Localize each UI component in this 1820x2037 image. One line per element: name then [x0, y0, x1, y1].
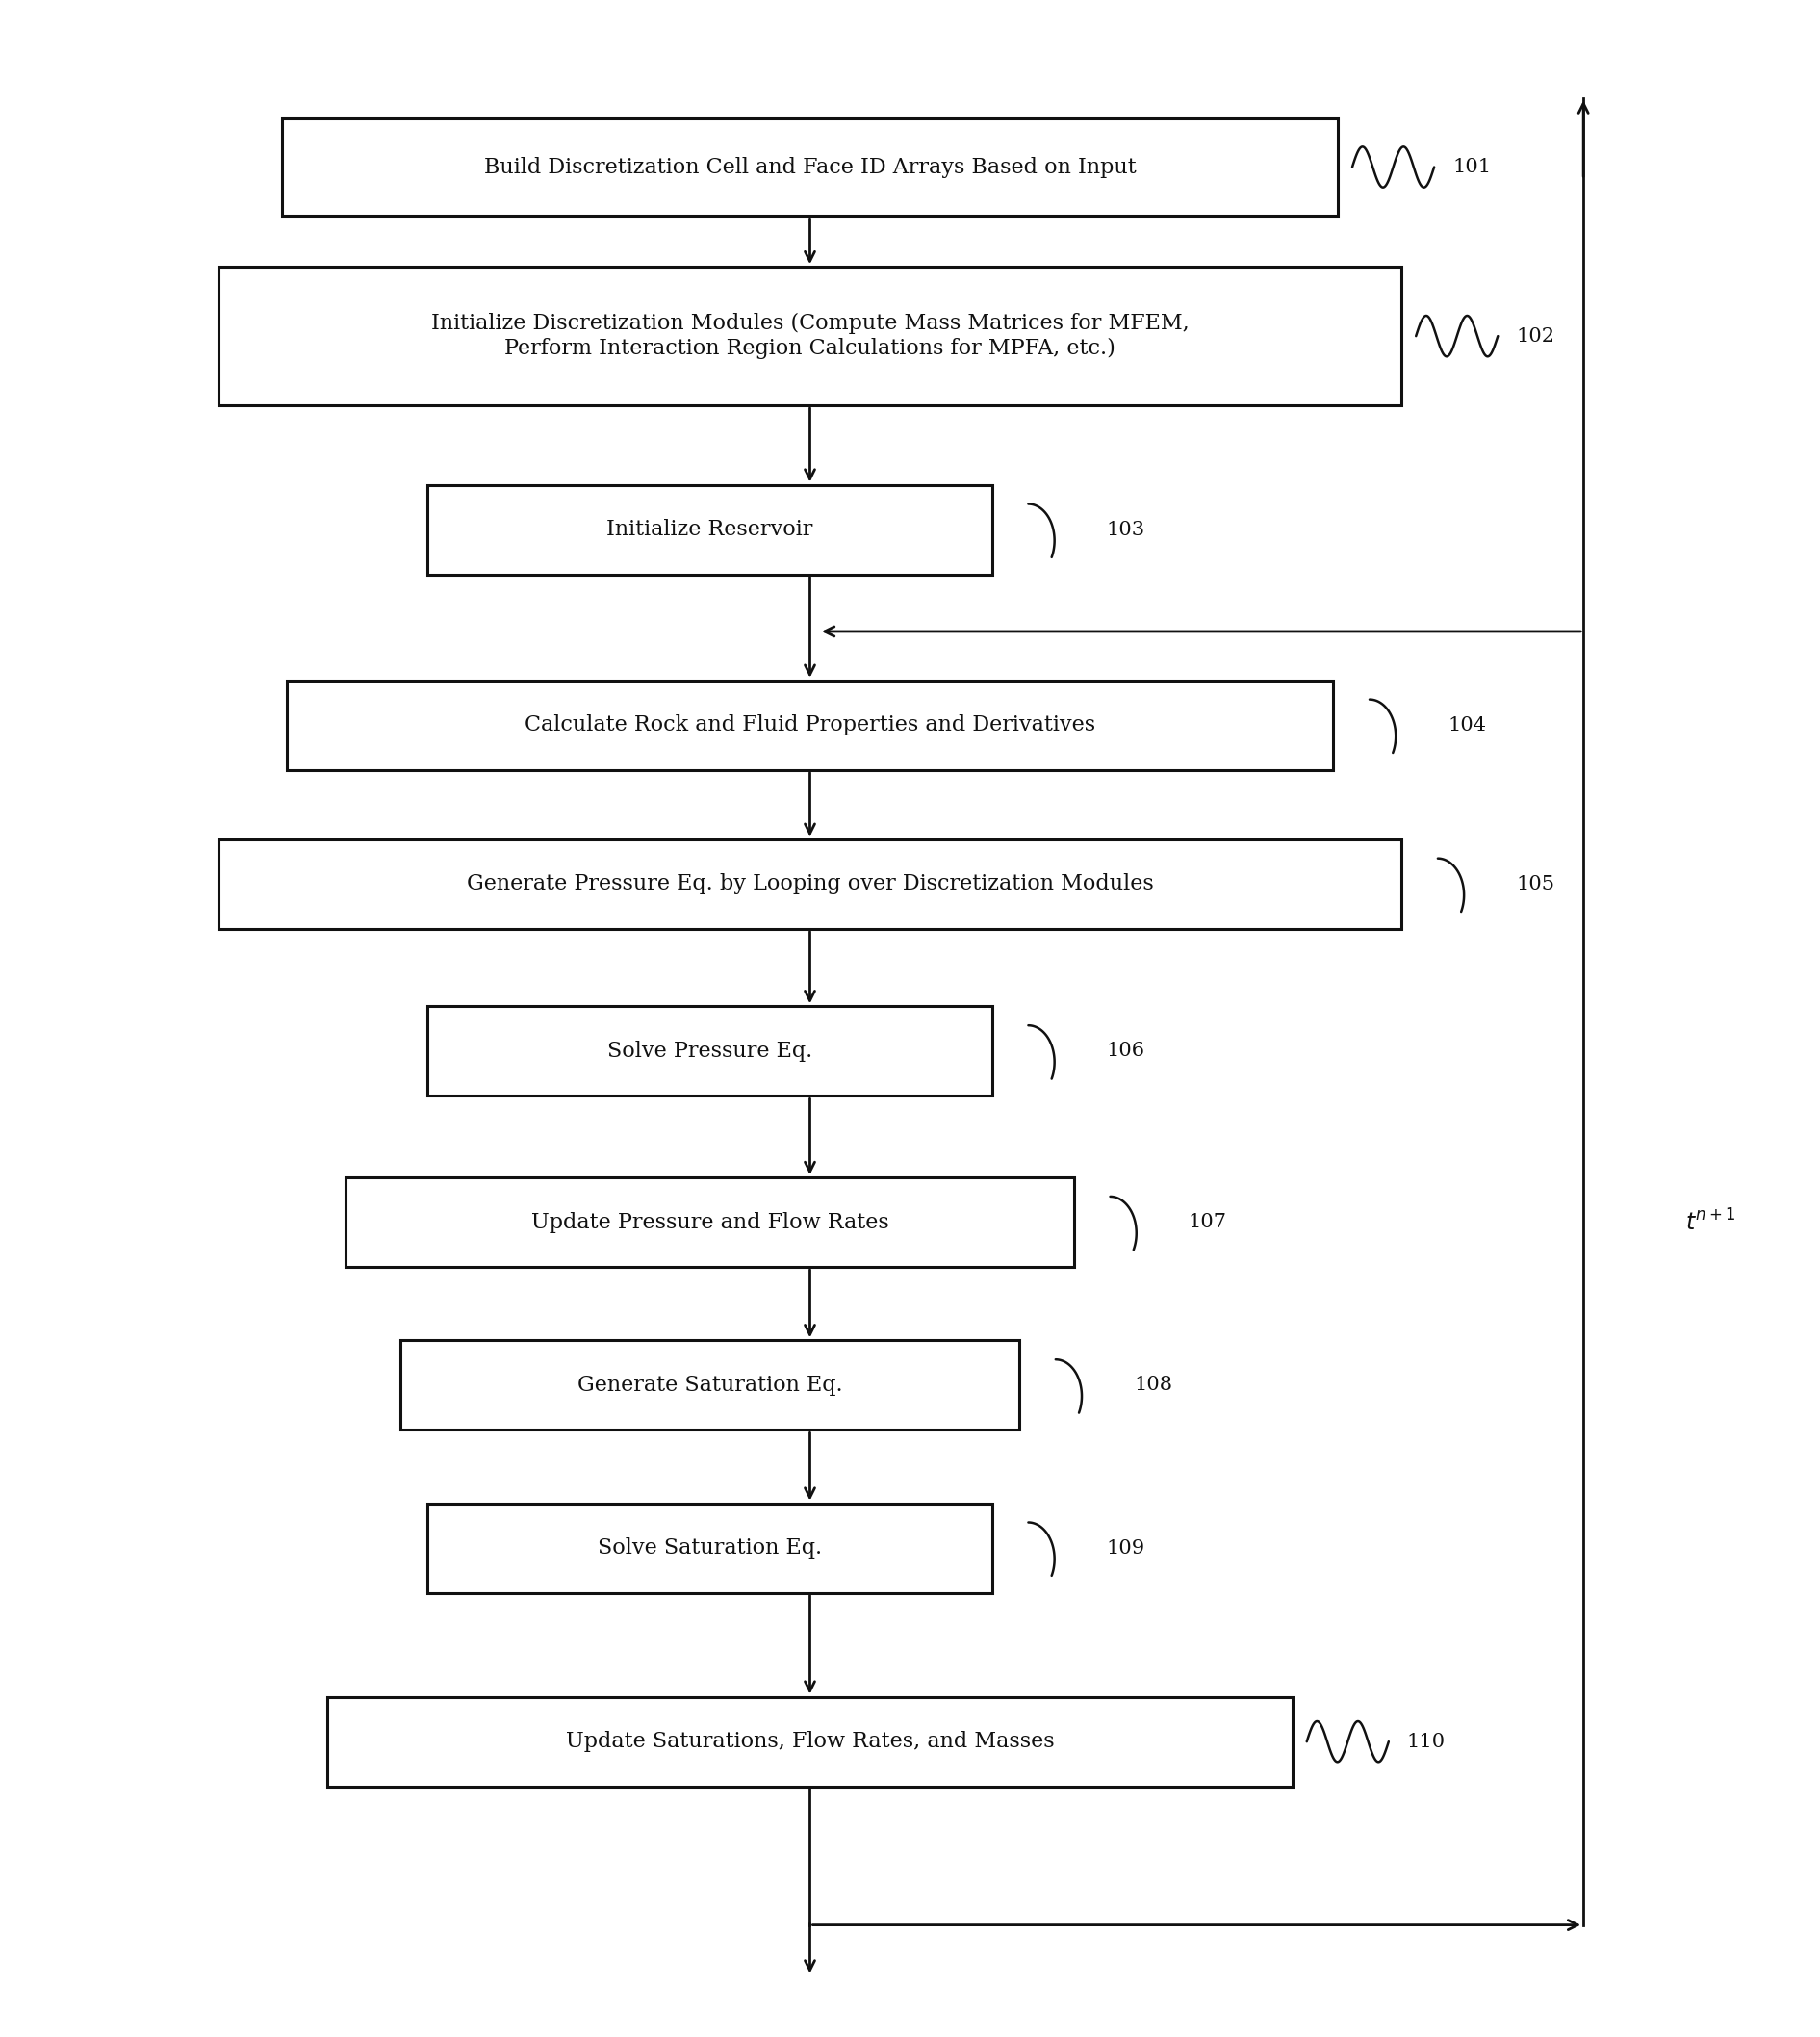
Bar	[428, 1503, 992, 1593]
Text: 104: 104	[1449, 717, 1487, 733]
Bar	[400, 1340, 1019, 1430]
Text: Solve Pressure Eq.: Solve Pressure Eq.	[608, 1041, 812, 1061]
Text: Solve Saturation Eq.: Solve Saturation Eq.	[597, 1538, 823, 1558]
Text: Initialize Discretization Modules (Compute Mass Matrices for MFEM,
Perform Inter: Initialize Discretization Modules (Compu…	[431, 314, 1188, 359]
Text: 107: 107	[1188, 1214, 1227, 1230]
Text: Update Saturations, Flow Rates, and Masses: Update Saturations, Flow Rates, and Mass…	[566, 1731, 1054, 1752]
Text: 108: 108	[1134, 1377, 1172, 1393]
Text: Generate Saturation Eq.: Generate Saturation Eq.	[577, 1375, 843, 1395]
Text: 105: 105	[1516, 876, 1554, 892]
Text: 106: 106	[1107, 1043, 1145, 1059]
Text: 110: 110	[1407, 1733, 1445, 1750]
Text: 102: 102	[1516, 328, 1554, 344]
Text: 109: 109	[1107, 1540, 1145, 1556]
Text: 103: 103	[1107, 521, 1145, 538]
Text: Calculate Rock and Fluid Properties and Derivatives: Calculate Rock and Fluid Properties and …	[524, 715, 1096, 735]
Bar	[428, 1006, 992, 1096]
Bar	[328, 1697, 1292, 1786]
Text: 101: 101	[1452, 159, 1491, 175]
Text: Initialize Reservoir: Initialize Reservoir	[606, 519, 814, 540]
Bar	[346, 1177, 1074, 1267]
Bar	[428, 485, 992, 574]
Text: $t^{n+1}$: $t^{n+1}$	[1685, 1210, 1736, 1234]
Bar	[282, 118, 1338, 216]
Text: Update Pressure and Flow Rates: Update Pressure and Flow Rates	[531, 1212, 888, 1232]
Text: Build Discretization Cell and Face ID Arrays Based on Input: Build Discretization Cell and Face ID Ar…	[484, 157, 1136, 177]
Bar	[218, 839, 1401, 929]
Bar	[288, 680, 1332, 770]
Text: Generate Pressure Eq. by Looping over Discretization Modules: Generate Pressure Eq. by Looping over Di…	[466, 874, 1154, 894]
Bar	[218, 267, 1401, 405]
